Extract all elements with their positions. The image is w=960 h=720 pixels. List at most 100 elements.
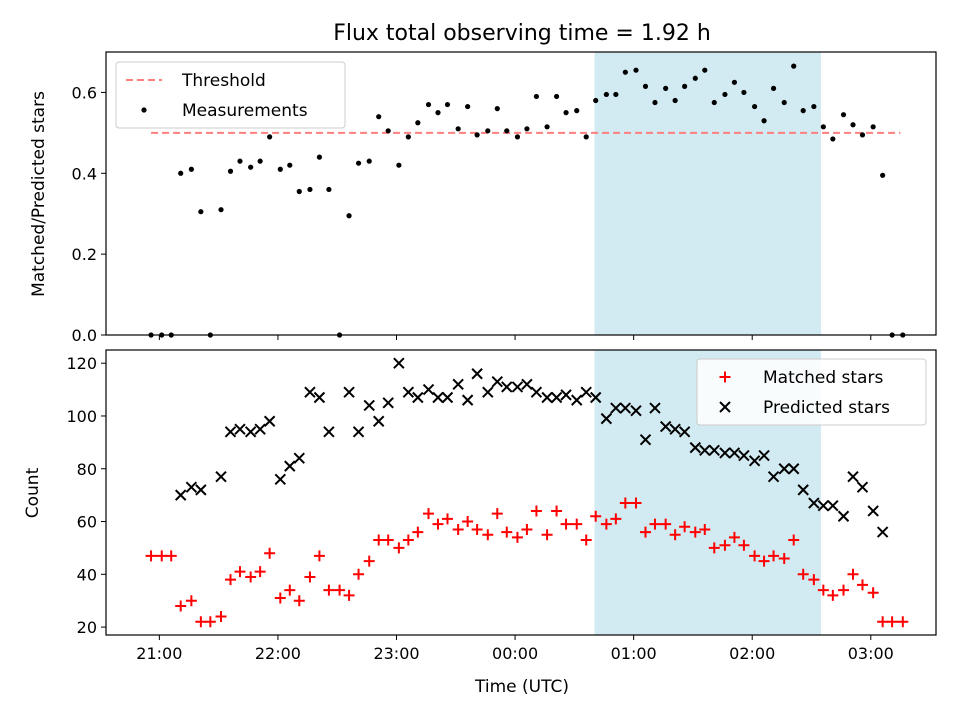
predicted-star-point [501,381,513,393]
predicted-star-point [491,375,503,388]
measurement-point [613,91,619,98]
predicted-star-point [738,449,750,462]
measurement-point [455,126,461,132]
matched-star-point [402,534,414,546]
measurement-point [435,110,441,116]
measurement-point [198,209,204,215]
matched-star-point [679,521,691,533]
predicted-star-point [589,391,602,404]
measurement-point [494,106,500,112]
matched-star-point [749,550,761,562]
matched-star-point [856,579,868,591]
measurement-point [366,158,372,164]
matched-star-point [511,531,523,543]
predicted-star-point [847,470,859,483]
measurement-point [682,83,688,89]
predicted-star-point [234,423,246,435]
legend-entry-label: Threshold [181,71,266,91]
count-y-tick-label: 80 [77,460,97,479]
measurement-point [248,164,254,170]
predicted-star-point [837,510,850,522]
measurement-point [307,186,313,193]
matched-star-point [274,592,286,604]
chart-title: Flux total observing time = 1.92 h [333,21,711,46]
matched-star-point [432,518,444,530]
matched-star-point [778,552,790,564]
matched-star-point [808,574,820,586]
x-axis-label: Time (UTC) [474,677,569,697]
predicted-star-point [571,394,583,406]
matched-star-point [619,497,631,509]
measurement-point [711,99,717,106]
predicted-star-point [560,389,572,401]
predicted-star-point [669,423,681,435]
matched-star-point [669,529,681,541]
predicted-star-point [550,391,563,404]
predicted-star-point [382,397,394,409]
predicted-star-point [343,386,355,398]
measurement-point [237,158,243,164]
matched-star-point [471,523,483,535]
matched-star-point [204,616,216,628]
predicted-star-point [263,415,276,427]
measurement-point [474,132,480,138]
predicted-star-point [174,489,187,501]
legend-entry-label: Measurements [182,101,308,121]
matched-star-point [699,523,711,535]
measurement-point [188,166,194,172]
matched-star-point [788,534,800,546]
matched-star-point [245,571,257,583]
x-tick-label: 01:00 [611,644,657,663]
measurement-point [257,158,263,164]
measurement-point [415,120,421,126]
predicted-star-point [610,402,622,414]
matched-star-point [758,555,770,567]
matched-star-point [382,534,394,546]
count-y-tick-label: 100 [66,407,97,426]
measurement-point [663,85,669,91]
matched-star-point [353,568,365,580]
matched-star-point [719,539,731,551]
matched-star-point [175,600,187,612]
measurement-point [178,170,184,176]
matched-star-point [590,510,602,522]
predicted-star-point [254,423,266,435]
predicted-star-point [541,391,553,404]
predicted-star-point [678,426,691,438]
matched-star-point [838,584,850,596]
predicted-star-point [195,484,207,496]
measurement-point [524,126,530,132]
predicted-star-point [471,368,483,380]
matched-star-point [600,518,612,530]
measurement-point [652,99,658,106]
measurement-point [277,166,283,172]
predicted-star-point [422,383,435,396]
matched-star-point [708,542,720,554]
measurement-point [850,122,856,128]
matched-star-point [313,550,325,562]
matched-star-point [284,584,296,596]
matched-star-point [501,526,513,538]
matched-star-point [521,523,533,535]
measurement-point [514,134,521,140]
x-tick-label: 23:00 [373,644,419,663]
measurement-point [296,188,302,195]
matched-star-point [393,542,405,554]
legend-measurement-swatch [141,107,147,113]
measurement-point [425,101,432,108]
predicted-star-point [185,481,198,493]
predicted-star-point [304,386,316,398]
matched-star-point [640,526,651,538]
measurement-point [593,97,599,104]
predicted-star-point [244,426,257,438]
measurement-point [405,134,411,140]
matched-star-point [817,584,829,596]
matched-star-point [462,516,474,528]
measurement-point [781,99,787,106]
measurement-point [504,128,510,134]
matched-star-point [827,589,839,601]
x-tick-label: 03:00 [848,644,894,663]
measurement-point [880,172,886,178]
measurement-point [731,79,738,85]
predicted-star-point [521,378,533,391]
